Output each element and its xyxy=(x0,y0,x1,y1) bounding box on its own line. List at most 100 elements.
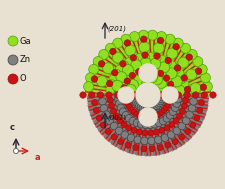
Circle shape xyxy=(123,95,129,101)
Circle shape xyxy=(149,104,156,112)
Circle shape xyxy=(161,87,177,103)
Circle shape xyxy=(138,42,149,53)
Circle shape xyxy=(150,67,156,74)
Circle shape xyxy=(183,92,189,98)
Circle shape xyxy=(151,53,160,63)
Circle shape xyxy=(124,40,130,46)
Circle shape xyxy=(152,112,158,119)
Circle shape xyxy=(200,92,207,98)
Circle shape xyxy=(93,57,103,67)
Circle shape xyxy=(117,139,123,145)
Text: O: O xyxy=(20,74,27,84)
Circle shape xyxy=(152,80,161,89)
Circle shape xyxy=(172,100,180,107)
Circle shape xyxy=(184,86,190,93)
Circle shape xyxy=(177,122,185,130)
Circle shape xyxy=(147,137,155,145)
Circle shape xyxy=(85,73,95,83)
Circle shape xyxy=(133,101,141,108)
Circle shape xyxy=(192,92,198,98)
Circle shape xyxy=(163,125,169,131)
Circle shape xyxy=(131,83,140,92)
Circle shape xyxy=(166,131,174,139)
Circle shape xyxy=(117,104,124,112)
Circle shape xyxy=(164,57,171,64)
Circle shape xyxy=(14,149,18,153)
Circle shape xyxy=(149,113,155,119)
Circle shape xyxy=(119,61,128,70)
Circle shape xyxy=(133,81,142,90)
Circle shape xyxy=(160,87,171,98)
Circle shape xyxy=(137,120,144,128)
Circle shape xyxy=(173,95,181,103)
Circle shape xyxy=(8,36,18,46)
Circle shape xyxy=(100,104,107,112)
Circle shape xyxy=(129,55,138,64)
Circle shape xyxy=(113,113,119,119)
Circle shape xyxy=(117,87,133,103)
Circle shape xyxy=(115,100,122,107)
Circle shape xyxy=(125,142,130,148)
Circle shape xyxy=(196,108,202,113)
Circle shape xyxy=(162,115,170,122)
Circle shape xyxy=(128,72,135,79)
Circle shape xyxy=(140,36,146,42)
Circle shape xyxy=(150,78,159,87)
Circle shape xyxy=(164,142,170,148)
Circle shape xyxy=(164,34,174,44)
Circle shape xyxy=(173,85,184,96)
Circle shape xyxy=(138,104,146,112)
Circle shape xyxy=(172,38,182,48)
Circle shape xyxy=(154,101,161,108)
Circle shape xyxy=(96,76,107,87)
Circle shape xyxy=(166,48,177,59)
Circle shape xyxy=(132,99,140,107)
Circle shape xyxy=(133,119,140,127)
Circle shape xyxy=(192,57,202,67)
Text: (001): (001) xyxy=(106,115,126,122)
Circle shape xyxy=(130,84,139,94)
Circle shape xyxy=(124,78,130,84)
Circle shape xyxy=(143,114,149,120)
Circle shape xyxy=(189,83,200,94)
Circle shape xyxy=(114,95,122,103)
Circle shape xyxy=(164,101,170,107)
Circle shape xyxy=(156,97,164,105)
Circle shape xyxy=(130,55,136,61)
Circle shape xyxy=(173,65,180,71)
Circle shape xyxy=(134,53,143,63)
Circle shape xyxy=(8,55,18,65)
Circle shape xyxy=(154,136,161,144)
Circle shape xyxy=(148,146,154,152)
Circle shape xyxy=(130,93,137,101)
Circle shape xyxy=(96,115,102,121)
Text: (201): (201) xyxy=(106,25,126,32)
Circle shape xyxy=(153,81,162,90)
Circle shape xyxy=(144,77,153,86)
Circle shape xyxy=(137,103,144,111)
Circle shape xyxy=(182,117,189,124)
Circle shape xyxy=(129,32,139,42)
Circle shape xyxy=(155,84,164,94)
Circle shape xyxy=(141,52,148,58)
Circle shape xyxy=(138,77,147,87)
Circle shape xyxy=(142,105,150,113)
Circle shape xyxy=(98,50,108,60)
Circle shape xyxy=(79,92,86,98)
Circle shape xyxy=(160,134,168,142)
Circle shape xyxy=(112,38,122,48)
Circle shape xyxy=(171,65,180,74)
Circle shape xyxy=(171,76,182,87)
Circle shape xyxy=(142,67,149,73)
Circle shape xyxy=(125,84,136,95)
Circle shape xyxy=(112,52,123,63)
Circle shape xyxy=(105,92,112,98)
Circle shape xyxy=(135,102,142,110)
Circle shape xyxy=(153,53,160,59)
Circle shape xyxy=(186,50,196,60)
Circle shape xyxy=(159,117,166,125)
Circle shape xyxy=(123,92,129,98)
Circle shape xyxy=(115,72,126,83)
Circle shape xyxy=(135,69,141,75)
Circle shape xyxy=(169,88,175,95)
